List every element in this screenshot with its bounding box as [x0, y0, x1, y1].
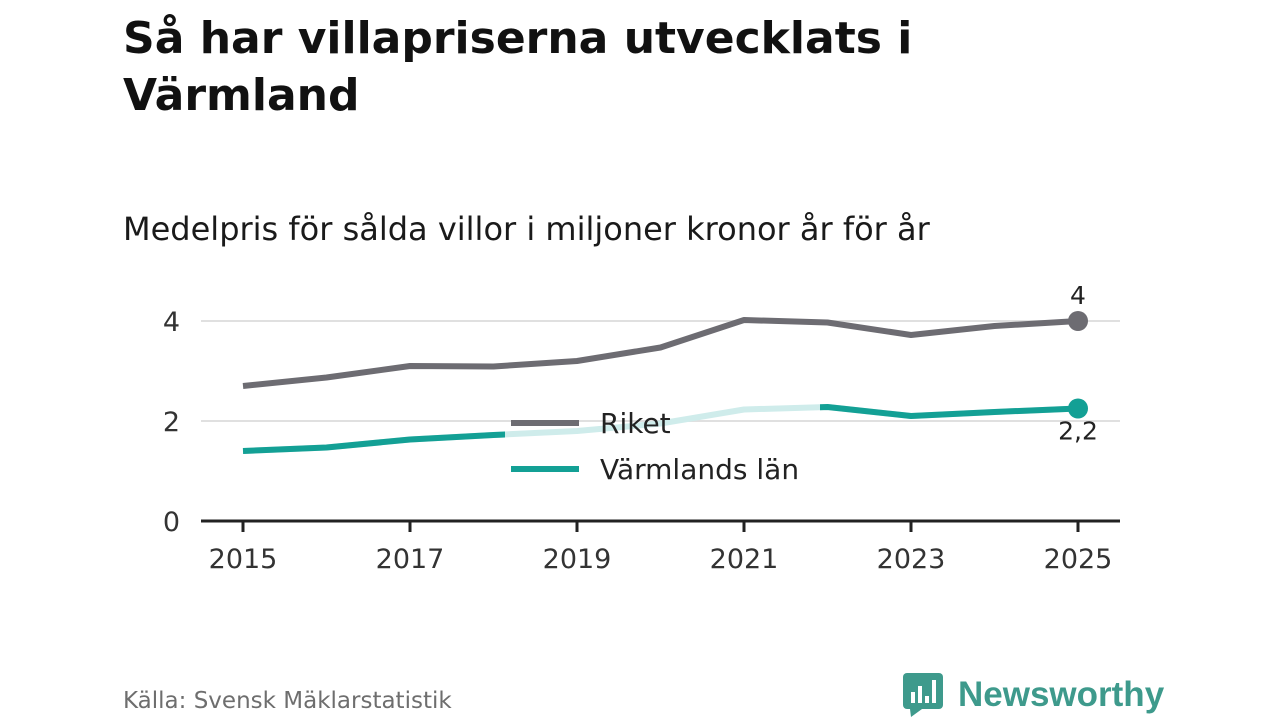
series-line-riket: [242, 317, 1079, 389]
end-point-riket: [1068, 311, 1088, 331]
end-point-varmland: [1068, 398, 1088, 419]
brand-name: Newsworthy: [958, 675, 1165, 714]
x-tick-label: 2019: [543, 544, 612, 575]
chart-title: Så har villapriserna utvecklats i Värmla…: [123, 13, 913, 121]
x-tick-label: 2025: [1044, 544, 1113, 575]
y-tick-label: 4: [163, 307, 180, 338]
source-note: Källa: Svensk Mäklarstatistik: [123, 688, 452, 714]
chart-subtitle: Medelpris för sålda villor i miljoner kr…: [123, 210, 930, 248]
data-label-riket: 4: [1070, 281, 1086, 310]
legend-label-riket: Riket: [600, 407, 671, 440]
legend-label-varmland: Värmlands län: [600, 453, 799, 486]
x-tick-label: 2023: [877, 544, 946, 575]
brand-logo: Newsworthy: [902, 671, 1164, 719]
y-tick-label: 0: [163, 507, 180, 538]
x-tick-label: 2015: [209, 544, 278, 575]
newsworthy-logo-icon: [903, 673, 943, 717]
y-tick-label: 2: [163, 407, 180, 438]
x-tick-label: 2017: [376, 544, 445, 575]
data-label-varmland: 2,2: [1058, 417, 1098, 446]
x-tick-label: 2021: [710, 544, 779, 575]
